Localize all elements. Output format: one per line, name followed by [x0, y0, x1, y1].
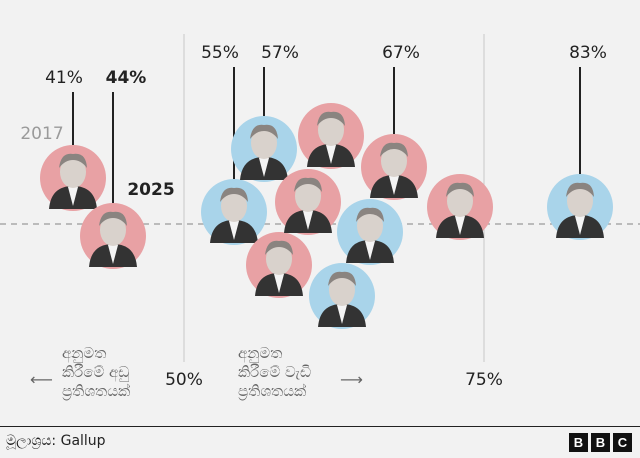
year-label: 2017: [20, 124, 64, 144]
hair-shape: [566, 182, 594, 197]
value-label: 41%: [45, 68, 83, 88]
shirt-shape: [337, 305, 347, 324]
hair-shape: [380, 142, 408, 157]
face-shape: [251, 127, 277, 159]
hair-shape: [446, 182, 474, 197]
footer: මූලාශ්‍රය: Gallup B B C: [0, 426, 640, 458]
shirt-shape: [455, 216, 465, 235]
president-marker: [309, 263, 375, 329]
x-tick-label: 50%: [165, 370, 203, 390]
president-marker: [427, 174, 493, 240]
president-marker: [40, 145, 106, 211]
year-label: 2025: [127, 180, 175, 200]
hair-shape: [250, 124, 278, 139]
hair-shape: [356, 207, 384, 222]
face-shape: [567, 185, 593, 217]
president-marker: [337, 199, 403, 265]
face-shape: [381, 145, 407, 177]
value-label: 57%: [261, 43, 299, 63]
face-shape: [447, 185, 473, 217]
president-marker: [231, 116, 297, 182]
president-marker: [80, 203, 146, 269]
higher-approval-note: අනුමත කිරීමේ වැඩි ප්‍රතිශතයක්: [238, 344, 312, 400]
shirt-shape: [365, 241, 375, 260]
face-shape: [266, 243, 292, 275]
hair-shape: [317, 111, 345, 126]
hair-shape: [265, 240, 293, 255]
face-shape: [60, 156, 86, 188]
hair-shape: [220, 187, 248, 202]
face-shape: [329, 274, 355, 306]
shirt-shape: [259, 158, 269, 177]
shirt-shape: [303, 211, 313, 230]
x-tick-label: 75%: [465, 370, 503, 390]
shirt-shape: [68, 187, 78, 206]
president-marker: [298, 103, 364, 169]
bbc-logo-letter: C: [613, 433, 632, 452]
face-shape: [357, 210, 383, 242]
right-arrow-icon: ⟶: [340, 370, 363, 389]
bbc-logo: B B C: [569, 433, 632, 452]
president-marker: [361, 134, 427, 200]
shirt-shape: [229, 221, 239, 240]
face-shape: [295, 180, 321, 212]
shirt-shape: [108, 245, 118, 264]
bbc-logo-letter: B: [591, 433, 610, 452]
president-marker: [547, 174, 613, 240]
shirt-shape: [274, 274, 284, 293]
face-shape: [221, 190, 247, 222]
face-shape: [318, 114, 344, 146]
face-shape: [100, 214, 126, 246]
hair-shape: [294, 177, 322, 192]
left-arrow-icon: ⟵: [30, 370, 53, 389]
value-label: 44%: [105, 68, 147, 88]
chart-plot: [0, 34, 640, 362]
source-text: මූලාශ්‍රය: Gallup: [6, 433, 106, 449]
hair-shape: [59, 153, 87, 168]
value-label: 83%: [569, 43, 607, 63]
hair-shape: [99, 211, 127, 226]
president-marker: [246, 232, 312, 298]
shirt-shape: [389, 176, 399, 195]
bbc-logo-letter: B: [569, 433, 588, 452]
value-label: 55%: [201, 43, 239, 63]
value-label: 67%: [382, 43, 420, 63]
lower-approval-note: අනුමත කිරීමේ අඩු ප්‍රතිශතයක්: [62, 344, 131, 400]
president-marker: [275, 169, 341, 235]
shirt-shape: [575, 216, 585, 235]
hair-shape: [328, 271, 356, 286]
shirt-shape: [326, 145, 336, 164]
president-marker: [201, 179, 267, 245]
